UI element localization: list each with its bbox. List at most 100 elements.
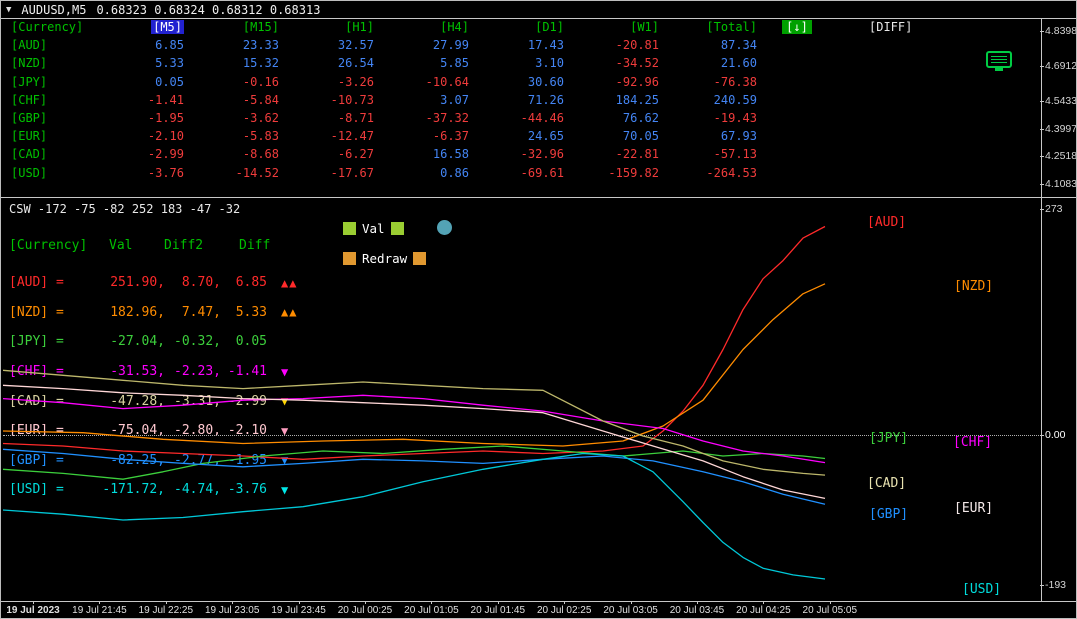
matrix-cell: 27.99 <box>432 38 469 53</box>
matrix-cell: -5.84 <box>242 92 279 107</box>
matrix-currency: [CHF] <box>11 92 48 107</box>
trend-marker-icon: ▲▲ <box>281 275 298 290</box>
legend-currency: [EUR] = <box>9 423 64 439</box>
subwindow-separator <box>1 197 1076 198</box>
legend: [AUD] = 251.90, 8.70, 6.85 ▲▲ [NZD] = 182.96, 7… <box>9 268 327 505</box>
matrix-cell: 26.54 <box>337 56 374 71</box>
legend-diff2: 7.47, <box>181 304 221 320</box>
time-axis-label: 20 Jul 03:45 <box>669 605 725 616</box>
matrix-currency: [EUR] <box>11 129 48 144</box>
matrix-cell: 71.26 <box>527 92 564 107</box>
matrix-cell: -69.61 <box>520 165 564 180</box>
redraw-button[interactable]: Redraw <box>343 251 427 266</box>
time-axis-label: 19 Jul 2023 <box>6 605 60 616</box>
val-square-icon[interactable] <box>390 222 404 235</box>
axis-tick <box>232 601 234 604</box>
matrix-spacer <box>833 91 948 109</box>
matrix-cell: -8.68 <box>242 147 279 162</box>
matrix-cell: -8.71 <box>337 110 374 125</box>
time-axis-label: 19 Jul 22:25 <box>138 605 194 616</box>
val-button[interactable]: Val <box>343 221 404 236</box>
val-square-icon[interactable] <box>343 222 356 235</box>
time-axis-separator <box>1 601 1076 602</box>
matrix-cell: 67.93 <box>720 129 757 144</box>
matrix-cell: -6.37 <box>432 129 469 144</box>
legend-row: [JPY] = -27.04, -0.32, 0.05 <box>9 327 327 357</box>
indicator-name-label: CSW -172 -75 -82 252 183 -47 -32 <box>9 202 241 216</box>
matrix-spacer <box>833 73 948 91</box>
legend-row: [NZD] = 182.96, 7.47, 5.33 ▲▲ <box>9 298 327 328</box>
time-axis-label: 19 Jul 23:05 <box>204 605 260 616</box>
legend-currency: [JPY] = <box>9 334 64 350</box>
redraw-square-icon[interactable] <box>413 252 427 265</box>
series-line-GBP <box>3 448 826 505</box>
series-line-AUD <box>3 225 826 460</box>
redraw-square-icon[interactable] <box>343 252 356 265</box>
matrix-currency: [NZD] <box>11 56 48 71</box>
legend-row: [EUR] = -75.04, -2.80, -2.10 ▼ <box>9 416 327 446</box>
matrix-cell: 3.10 <box>535 56 564 71</box>
legend-diff: -1.41 <box>227 364 267 380</box>
symbol-dropdown-icon[interactable]: ▼ <box>6 5 12 15</box>
legend-val: -171.72, <box>102 482 165 498</box>
price-axis-label: 4.39979 <box>1045 123 1077 135</box>
legend-diff2: 8.70, <box>181 275 221 291</box>
axis-tick <box>1040 435 1044 436</box>
axis-tick <box>1040 101 1044 102</box>
axis-tick <box>99 601 101 604</box>
legend-diff: 6.85 <box>235 275 267 291</box>
axis-tick <box>1040 66 1044 67</box>
matrix-header: [Total] <box>706 20 757 34</box>
legend-row: [CHF] = -31.53, -2.23, -1.41 ▼ <box>9 357 327 387</box>
matrix-header[interactable]: [M5] <box>151 20 184 34</box>
matrix-header: [H4] <box>440 20 469 34</box>
axis-tick <box>1040 184 1044 185</box>
time-axis[interactable]: 19 Jul 2023 19 Jul 21:45 19 Jul 22:25 19 Ju… <box>3 601 1041 618</box>
axis-tick <box>763 601 765 604</box>
computer-icon[interactable] <box>986 51 1014 77</box>
circle-button-icon[interactable] <box>437 220 452 235</box>
trend-marker-icon: ▼ <box>281 394 290 409</box>
matrix-cell: -19.43 <box>713 110 757 125</box>
legend-header-cell: Diff2 <box>164 238 204 253</box>
legend-currency: [NZD] = <box>9 304 64 320</box>
matrix-cell: -159.82 <box>608 165 659 180</box>
matrix-spacer <box>833 164 948 182</box>
time-axis-label: 20 Jul 05:05 <box>802 605 858 616</box>
matrix-spacer <box>833 127 948 145</box>
subwindow-scale-max: 273 <box>1045 203 1063 215</box>
legend-val: -31.53, <box>110 364 165 380</box>
zero-level-line <box>3 435 1041 436</box>
matrix-cell: 15.32 <box>242 56 279 71</box>
legend-row: [CAD] = -47.28, -3.31, -2.99 ▼ <box>9 386 327 416</box>
chart-title-bar: ▼ AUDUSD,M5 0.68323 0.68324 0.68312 0.68… <box>6 3 320 17</box>
subwindow-separator <box>1 18 1076 19</box>
matrix-cell: 30.60 <box>527 74 564 89</box>
matrix-header: [W1] <box>630 20 659 34</box>
matrix-cell: -10.73 <box>330 92 374 107</box>
matrix-header[interactable]: [↓] <box>761 18 833 36</box>
axis-tick <box>564 601 566 604</box>
axis-tick <box>829 601 831 604</box>
axis-tick <box>431 601 433 604</box>
matrix-spacer <box>761 54 833 72</box>
matrix-cell: 21.60 <box>720 56 757 71</box>
series-line-EUR <box>3 384 826 500</box>
matrix-cell: -6.27 <box>337 147 374 162</box>
matrix-cell: -37.32 <box>425 110 469 125</box>
legend-diff2: -2.80, <box>174 423 221 439</box>
matrix-spacer <box>761 127 833 145</box>
matrix-cell: -57.13 <box>713 147 757 162</box>
series-line-CHF <box>3 394 826 464</box>
matrix-cell: -20.81 <box>615 38 659 53</box>
time-axis-label: 20 Jul 00:25 <box>337 605 393 616</box>
matrix-header: [Currency] <box>11 20 84 34</box>
legend-currency: [GBP] = <box>9 452 64 468</box>
legend-diff: 0.05 <box>235 334 267 350</box>
matrix-cell: -2.10 <box>147 129 184 144</box>
matrix-cell: -92.96 <box>615 74 659 89</box>
axis-tick <box>298 601 300 604</box>
legend-diff2: -2.23, <box>174 364 221 380</box>
